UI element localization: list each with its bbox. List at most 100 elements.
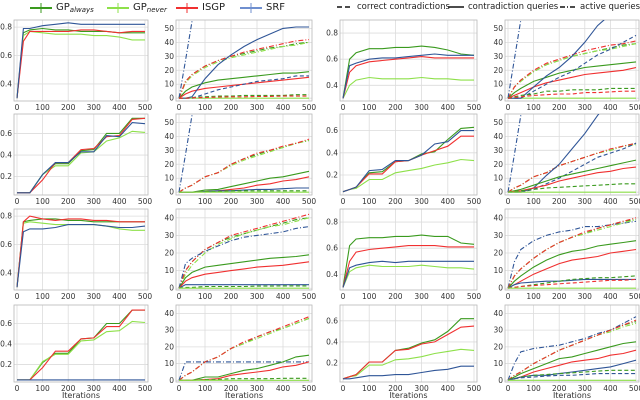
- series-group: [507, 217, 637, 289]
- x-tick-label: 200: [61, 292, 76, 301]
- x-tick-label: 300: [578, 103, 593, 112]
- x-tick-label: 500: [302, 197, 317, 206]
- series-line-gpn-dashdot: [178, 139, 310, 193]
- panel-4-2: 0 100 200 300 400 500 0 10 20 30 40 Iterations: [164, 304, 316, 400]
- y-tick-label: 0.6: [326, 244, 338, 253]
- legend-label: contradiction queries: [468, 2, 559, 12]
- series-line-isgp-dashed: [507, 278, 637, 289]
- series-line-isgp-solid: [16, 29, 145, 99]
- y-tick-label: 20: [493, 342, 503, 351]
- x-tick-label: 0: [506, 103, 511, 112]
- series-line-gpa-solid: [507, 341, 637, 381]
- series-line-gpa-dashed: [178, 285, 309, 289]
- y-tick-label: 40: [164, 132, 174, 141]
- series-line-isgp-dashdot: [178, 138, 310, 193]
- panel-2-4: 0 100 200 300 400 500 0 10 20 30 40 50: [493, 113, 640, 206]
- axes-frame: [504, 113, 640, 196]
- panel-2-1: 0 100 200 300 400 500 0.2 0.4 0.6: [0, 113, 152, 206]
- panel-1-2: 0 100 200 300 400 500 0 10 20 30 40 50: [164, 19, 316, 112]
- series-line-srf-dashdot: [178, 361, 309, 381]
- x-tick-label: 400: [603, 103, 618, 112]
- series-line-gpa-solid: [342, 45, 475, 99]
- y-tick-label: 20: [493, 160, 503, 169]
- panel-4-3: 0 100 200 300 400 500 0.2 0.4 0.6 Iterations: [326, 304, 481, 400]
- x-tick-label: 100: [35, 197, 50, 206]
- y-tick-label: 0.4: [0, 79, 12, 88]
- x-tick-label: 400: [441, 103, 456, 112]
- series-line-srf-solid: [342, 260, 474, 288]
- x-tick-label: 300: [414, 103, 429, 112]
- x-tick-label: 100: [362, 103, 377, 112]
- series-line-srf-solid: [16, 22, 145, 99]
- series-line-isgp-solid: [507, 66, 637, 99]
- x-tick-label: 200: [224, 197, 239, 206]
- series-line-gpa-dashed: [179, 190, 309, 193]
- series-group: [342, 318, 475, 380]
- x-tick-label: 200: [61, 103, 76, 112]
- x-tick-label: 300: [87, 292, 102, 301]
- x-tick-label: 300: [414, 384, 429, 393]
- series-line-gpa-dashed: [179, 94, 309, 99]
- y-tick-label: 10: [164, 80, 174, 89]
- series-group: [16, 22, 145, 99]
- x-tick-label: 100: [526, 292, 541, 301]
- x-tick-label: 500: [302, 292, 317, 301]
- series-line-gpa-solid: [507, 240, 637, 289]
- y-tick-label: 10: [164, 359, 174, 368]
- x-tick-label: 0: [177, 384, 182, 393]
- series-line-gpa-dashed: [507, 183, 636, 193]
- series-line-gpn-dashdot: [178, 41, 310, 99]
- series-line-isgp-solid: [178, 261, 310, 289]
- series-group: [16, 215, 146, 288]
- panel-1-1: 0 100 200 300 400 500 0.4 0.6 0.8: [0, 19, 152, 112]
- y-tick-label: 30: [164, 231, 174, 240]
- x-tick-label: 200: [388, 103, 403, 112]
- series-line-gpn-solid: [342, 348, 475, 380]
- y-tick-label: 30: [493, 231, 503, 240]
- x-tick-label: 200: [552, 103, 567, 112]
- panel-2-2: 0 100 200 300 400 500 0 10 20 30 40 50: [164, 113, 317, 206]
- x-tick-label: 400: [112, 292, 127, 301]
- x-tick-label: 400: [276, 292, 291, 301]
- series-line-gpn-solid: [16, 221, 145, 288]
- y-tick-label: 0.6: [326, 126, 338, 135]
- y-tick-label: 0.6: [326, 55, 338, 64]
- x-tick-label: 100: [362, 384, 377, 393]
- series-group: [507, 20, 637, 99]
- y-tick-label: 50: [493, 118, 503, 127]
- x-tick-label: 200: [224, 292, 239, 301]
- series-line-srf-solid: [17, 122, 146, 194]
- y-tick-label: 0: [169, 94, 174, 103]
- panel-4-4: 0 100 200 300 400 500 0 10 20 30 40 Iterations: [493, 304, 640, 400]
- x-tick-label: 300: [578, 292, 593, 301]
- y-tick-label: 30: [164, 52, 174, 61]
- y-tick-label: 20: [164, 160, 174, 169]
- x-tick-label: 100: [526, 103, 541, 112]
- y-tick-label: 50: [164, 24, 174, 33]
- legend-item-correct-contradictions: correct contradictions: [337, 2, 450, 12]
- y-tick-label: 0.4: [326, 270, 338, 279]
- panel-1-4: 0 100 200 300 400 500 0 10 20 30 40 50: [493, 19, 640, 112]
- y-tick-label: 30: [493, 326, 503, 335]
- panel-2-3: 0 100 200 300 400 500 0.2 0.4 0.6: [326, 113, 481, 206]
- series-line-srf-solid: [178, 284, 309, 289]
- series-line-gpn-solid: [342, 76, 474, 99]
- x-tick-label: 300: [578, 384, 593, 393]
- series-line-gpa-dashed: [507, 369, 636, 381]
- axes-frame: [504, 19, 640, 102]
- y-tick-label: 40: [164, 213, 174, 222]
- x-tick-label: 300: [250, 292, 265, 301]
- y-tick-label: 20: [164, 66, 174, 75]
- series-line-gpn-solid: [16, 30, 145, 99]
- y-tick-label: 40: [493, 309, 503, 318]
- axes-frame: [339, 19, 478, 102]
- series-group: [342, 45, 475, 99]
- y-tick-label: 20: [164, 249, 174, 258]
- legend-label: GPnever: [133, 2, 167, 14]
- y-tick-label: 0.4: [0, 151, 12, 160]
- series-line-srf-solid: [179, 26, 309, 99]
- x-tick-label: 400: [112, 197, 127, 206]
- series-line-isgp-dashdot: [507, 319, 637, 381]
- y-tick-label: 0.8: [326, 29, 338, 38]
- panel-3-2: 0 100 200 300 400 500 0 10 20 30 40: [164, 208, 317, 301]
